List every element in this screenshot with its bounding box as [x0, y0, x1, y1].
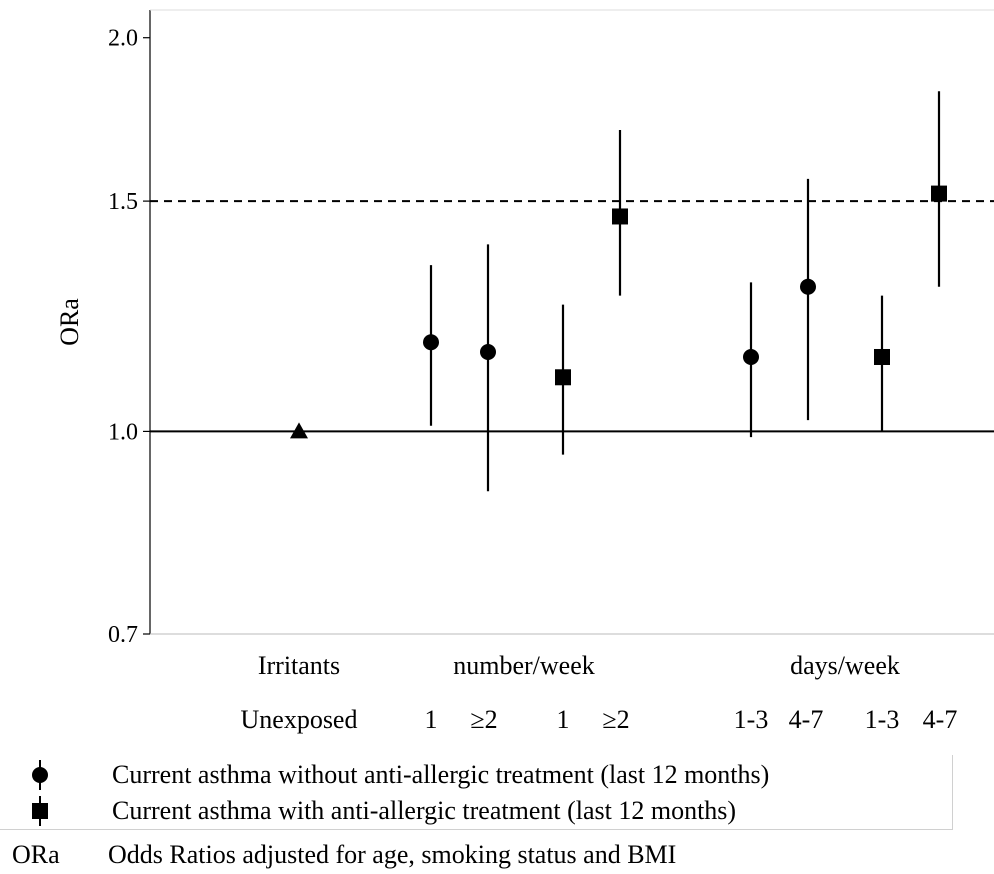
legend-box: [0, 755, 953, 830]
x-tick-label: ≥2: [602, 705, 629, 734]
y-tick-label: 0.7: [108, 622, 138, 648]
point-square: [555, 369, 571, 386]
point-circle: [423, 334, 439, 351]
point-markers: [290, 185, 947, 439]
group-label: number/week: [453, 651, 595, 680]
point-square: [874, 348, 890, 365]
group-label: Irritants: [258, 651, 340, 680]
reference-lines: [150, 200, 994, 433]
x-tick-label: 4-7: [789, 705, 824, 734]
axis-labels: Irritants number/week days/week Unexposed 1 ≥…: [241, 651, 958, 734]
plot-axes: 0.7 1.0 1.5 2.0 ORa: [55, 9, 994, 648]
footnote: ORa Odds Ratios adjusted for age, smoking…: [12, 838, 676, 872]
point-circle: [480, 344, 496, 361]
x-tick-label: 1-3: [734, 705, 769, 734]
footnote-text: Odds Ratios adjusted for age, smoking st…: [108, 840, 677, 869]
x-tick-label: 1: [557, 705, 570, 734]
x-tick-label: Unexposed: [241, 705, 358, 734]
point-square: [612, 208, 628, 225]
point-square: [931, 185, 947, 202]
x-tick-label: 4-7: [923, 705, 958, 734]
reference-triangle-marker: [290, 422, 308, 439]
x-tick-label: ≥2: [470, 705, 497, 734]
square-marker-icon: [32, 796, 48, 826]
group-label: days/week: [790, 651, 900, 680]
legend-label-without-treatment: Current asthma without anti-allergic tre…: [112, 760, 770, 789]
circle-marker-icon: [32, 760, 48, 790]
y-axis-title: ORa: [55, 298, 84, 346]
legend-label-with-treatment: Current asthma with anti-allergic treatm…: [112, 796, 737, 825]
point-circle: [800, 278, 816, 295]
x-tick-label: 1: [425, 705, 438, 734]
y-tick-label: 1.5: [108, 189, 138, 215]
y-tick-label: 1.0: [108, 419, 138, 445]
point-circle: [743, 348, 759, 365]
x-tick-label: 1-3: [865, 705, 900, 734]
footnote-abbreviation: ORa: [12, 840, 60, 869]
y-tick-label: 2.0: [108, 26, 138, 52]
forest-plot: 0.7 1.0 1.5 2.0 ORa Irritants number/week days…: [55, 9, 994, 734]
